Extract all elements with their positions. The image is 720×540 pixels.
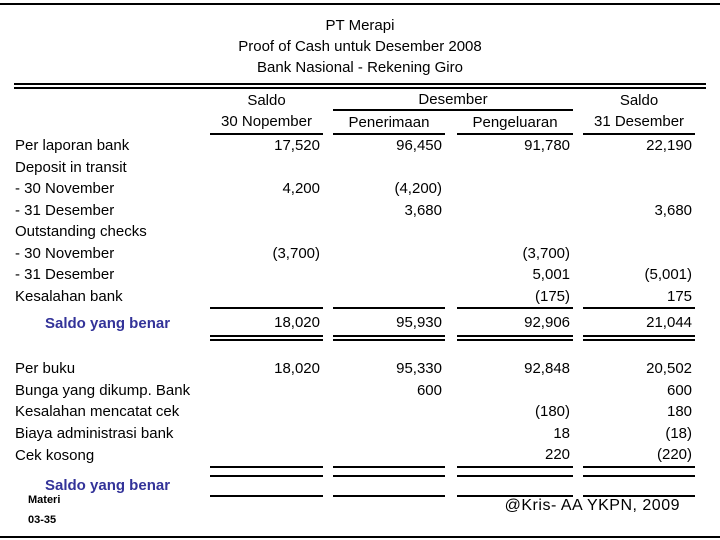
row-label: - 30 November [15,180,115,198]
page-number: 03-35 [28,514,57,526]
header-row-columns: 30 Nopember Penerimaan Pengeluaran 31 De… [15,110,696,135]
total-label: Saldo yang benar [45,477,171,494]
header-row-groups: Saldo Desember Saldo [15,90,695,111]
title-block: PT Merapi Proof of Cash untuk Desember 2… [0,15,720,78]
row-oc-31-desember: - 31 Desember 5,001 (5,001) [15,264,695,286]
row-label: Kesalahan bank [15,288,123,306]
row-dit-31-desember: - 31 Desember 3,680 3,680 [15,200,695,222]
row-label: - 30 November [15,244,115,262]
row-saldo-yang-benar-buku: Saldo yang benar [15,474,696,497]
row-label: Biaya administrasi bank [15,424,174,442]
section-spacer [15,338,695,358]
row-label: - 31 Desember [15,266,115,284]
proof-of-cash-table: Saldo Desember Saldo 30 Nopember Penerim… [15,90,696,497]
row-label: Deposit in transit [15,158,127,176]
header-saldo-right: Saldo [619,91,659,109]
cell-penerimaan: 96,450 [396,137,442,155]
header-col-penerimaan: Penerimaan [333,110,445,135]
row-per-laporan-bank: Per laporan bank 17,520 96,450 91,780 22… [15,134,695,157]
row-cek-kosong: Cek kosong 220 (220) [15,444,696,468]
row-label: Cek kosong [15,446,95,464]
pre-total-spacer [15,467,695,476]
header-desember: Desember [333,90,574,111]
company-title: PT Merapi [325,17,395,34]
cell-pengeluaran: 91,780 [524,137,571,155]
row-bunga-dikumpulkan-bank: Bunga yang dikump. Bank 600 600 [15,380,695,402]
report-title: Proof of Cash untuk Desember 2008 [238,38,482,55]
materi-label: Materi [28,494,61,506]
row-label: Per laporan bank [15,136,130,154]
row-outstanding-checks: Outstanding checks [15,221,695,243]
title-double-rule [14,83,706,89]
row-deposit-in-transit: Deposit in transit [15,157,695,179]
row-label: Per buku [15,360,76,378]
credit-text: @Kris- AA YKPN, 2009 [504,497,680,514]
row-dit-30-november: - 30 November 4,200 (4,200) [15,178,695,200]
row-saldo-yang-benar-bank: Saldo yang benar 18,020 95,930 92,906 21… [15,307,696,341]
total-label: Saldo yang benar [45,314,171,332]
row-per-buku: Per buku 18,020 95,330 92,848 20,502 [15,358,695,380]
row-label: Kesalahan mencatat cek [15,403,180,421]
header-col-31-desember: 31 Desember [583,110,696,135]
row-oc-30-november: - 30 November (3,700) (3,700) [15,243,695,265]
slide-top-border [0,3,720,5]
account-title: Bank Nasional - Rekening Giro [257,59,463,76]
cell-31des: 22,190 [646,137,693,155]
slide-bottom-border [0,536,720,538]
cell-30nop: 17,520 [274,137,320,155]
header-col-pengeluaran: Pengeluaran [457,110,574,135]
header-saldo-left: Saldo [247,91,286,109]
row-label: - 31 Desember [15,201,115,219]
row-kesalahan-mencatat-cek: Kesalahan mencatat cek (180) 180 [15,401,695,423]
row-kesalahan-bank: Kesalahan bank (175) 175 [15,286,695,309]
row-label: Outstanding checks [15,223,147,241]
row-biaya-administrasi-bank: Biaya administrasi bank 18 (18) [15,423,695,445]
header-col-30-nopember: 30 Nopember [210,110,323,135]
row-label: Bunga yang dikump. Bank [15,381,191,399]
